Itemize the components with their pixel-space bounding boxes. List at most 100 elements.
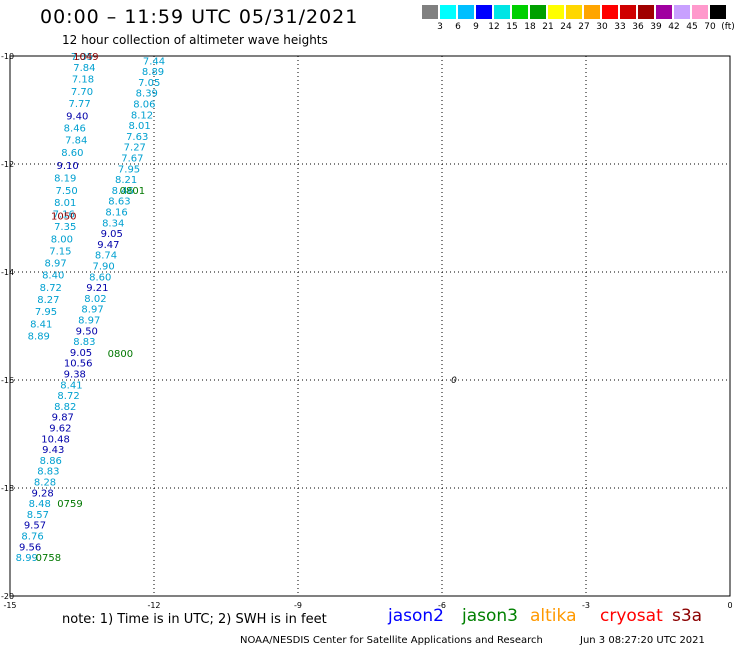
map-subtitle: 12 hour collection of altimeter wave hei… <box>62 33 328 47</box>
wave-height-point: 8.97 <box>81 305 103 316</box>
legend-label: (ft) <box>721 22 735 32</box>
legend-swatch <box>674 5 690 19</box>
wave-height-point: 0800 <box>108 349 133 360</box>
axis-ticks: -15 -12 -9 -6 -3 0 -10 -12 -14 -16 -18 -20 <box>1 52 733 610</box>
wave-height-point: 7.70 <box>71 87 93 98</box>
legend-swatch <box>476 5 492 19</box>
wave-height-point: 9.43 <box>42 445 64 456</box>
legend-swatch <box>620 5 636 19</box>
wave-height-point: 7.95 <box>118 164 140 175</box>
wave-height-point: 8.72 <box>57 391 79 402</box>
wave-height-point: 8.60 <box>61 148 83 159</box>
satellite-s3a: s3a <box>672 606 703 626</box>
wave-height-point: 9.10 <box>56 161 78 172</box>
wave-height-point: 7.50 <box>56 186 78 197</box>
wave-height-point: 8.74 <box>95 251 117 262</box>
satellite-jason3: jason3 <box>462 606 518 626</box>
legend-label: 12 <box>488 22 500 32</box>
wave-height-point: 7.27 <box>124 143 146 154</box>
data-points: 7.357.847.187.707.779.408.467.848.609.10… <box>16 52 457 564</box>
legend-swatch <box>656 5 672 19</box>
satellite-jason2: jason2 <box>388 606 444 626</box>
x-tick-label: -6 <box>438 601 446 610</box>
y-tick-label: -12 <box>1 160 14 169</box>
wave-height-point: 7.63 <box>126 132 148 143</box>
satellite-cryosat: cryosat <box>600 606 663 626</box>
legend-label: 30 <box>596 22 608 32</box>
legend-swatch <box>494 5 510 19</box>
wave-height-point: 7.95 <box>35 307 57 318</box>
satellite-altika: altika <box>530 606 577 626</box>
wave-height-point: 8.97 <box>78 316 100 327</box>
wave-height-point: 8.83 <box>73 337 95 348</box>
wave-height-point: 8.19 <box>54 174 76 185</box>
wave-height-point: 7.18 <box>72 75 94 86</box>
legend-label: 21 <box>542 22 554 32</box>
wave-height-point: 8.60 <box>89 272 111 283</box>
y-tick-label: -16 <box>1 376 14 385</box>
legend-label: 70 <box>704 22 716 32</box>
wave-height-point: 0759 <box>57 499 82 510</box>
legend-swatch <box>530 5 546 19</box>
wave-height-point: 8.16 <box>105 208 127 219</box>
y-tick-label: -18 <box>1 484 14 493</box>
wave-height-point: 9.57 <box>24 521 46 532</box>
wave-height-point: 1049 <box>73 52 98 63</box>
wave-height-point: 9.40 <box>66 111 88 122</box>
wave-height-point: 7.16 <box>53 210 75 221</box>
wave-height-point: 7.84 <box>65 136 87 147</box>
wave-height-point: 10.48 <box>41 434 70 445</box>
wave-height-point: 8.72 <box>40 283 62 294</box>
wave-height-point: 8.41 <box>60 380 82 391</box>
wave-height-point: 8.27 <box>37 295 59 306</box>
legend-label: 3 <box>437 22 443 32</box>
wave-height-point: 9.62 <box>49 424 71 435</box>
wave-height-point: 8.89 <box>142 67 164 78</box>
wave-height-point: 7.35 <box>71 52 93 63</box>
legend-swatch <box>422 5 438 19</box>
wave-height-point: 9.28 <box>32 488 54 499</box>
map-grid <box>9 55 731 597</box>
wave-height-point: 9.47 <box>97 240 119 251</box>
wave-height-point: 7.05 <box>138 78 160 89</box>
x-tick-label: -9 <box>294 601 302 610</box>
wave-height-point: 7.84 <box>73 63 95 74</box>
legend-label: 27 <box>578 22 590 32</box>
legend-swatch <box>458 5 474 19</box>
wave-height-map: -15 -12 -9 -6 -3 0-10-12-14-16-18-20 7.357.84… <box>1 52 733 610</box>
legend-swatch <box>638 5 654 19</box>
wave-height-point: 7.35 <box>54 222 76 233</box>
wave-height-point: 8.21 <box>115 175 137 186</box>
wave-height-point: 9.38 <box>64 370 86 381</box>
legend-swatch <box>710 5 726 19</box>
wave-height-point: 8.48 <box>29 499 51 510</box>
legend-label: 45 <box>686 22 698 32</box>
map-frame <box>9 55 731 597</box>
wave-height-point: 8.82 <box>54 402 76 413</box>
wave-height-point: 8.46 <box>112 186 134 197</box>
legend-label: 42 <box>668 22 680 32</box>
island-marker: 0 <box>451 376 457 386</box>
legend-label: 6 <box>455 22 461 32</box>
map-title: 00:00 – 11:59 UTC 05/31/2021 <box>40 6 359 28</box>
x-tick-label: 0 <box>727 601 732 610</box>
legend-swatch <box>566 5 582 19</box>
x-tick-label: -12 <box>147 601 160 610</box>
y-tick-label: -14 <box>1 268 14 277</box>
wave-height-point: 8.41 <box>30 319 52 330</box>
wave-height-point: 8.86 <box>40 456 62 467</box>
legend-swatch <box>548 5 564 19</box>
wave-height-point: 9.05 <box>70 348 92 359</box>
wave-height-point: 8.06 <box>133 100 155 111</box>
wave-height-point: 8.46 <box>64 123 86 134</box>
legend-swatch <box>584 5 600 19</box>
y-tick-label: -20 <box>1 592 14 601</box>
wave-height-point: 1050 <box>51 211 76 222</box>
wave-height-point: 8.00 <box>51 235 73 246</box>
wave-height-point: 0801 <box>120 186 145 197</box>
wave-height-point: 9.87 <box>52 413 74 424</box>
legend-label: 9 <box>473 22 479 32</box>
wave-height-point: 8.63 <box>108 197 130 208</box>
wave-height-point: 9.50 <box>76 326 98 337</box>
legend-swatch <box>692 5 708 19</box>
